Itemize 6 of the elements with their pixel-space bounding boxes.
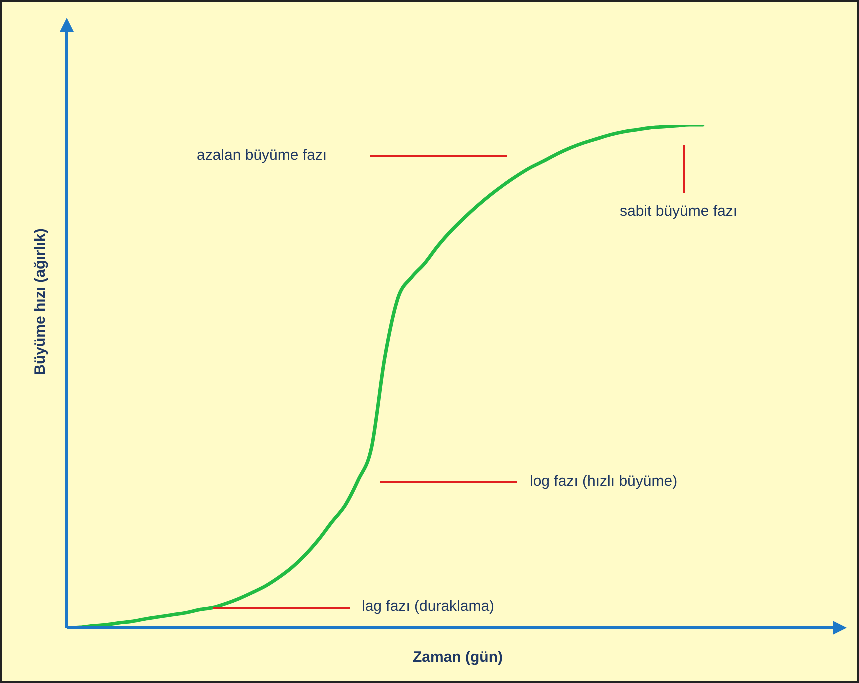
annotation: azalan büyüme fazı bbox=[197, 147, 328, 164]
annotation: log fazı (hızlı büyüme) bbox=[530, 473, 678, 490]
annotation: lag fazı (duraklama) bbox=[362, 598, 495, 615]
y-axis-title: Büyüme hızı (ağırlık) bbox=[32, 228, 49, 376]
x-axis-title: Zaman (gün) bbox=[413, 649, 503, 666]
annotation: sabit büyüme fazı bbox=[620, 203, 738, 220]
